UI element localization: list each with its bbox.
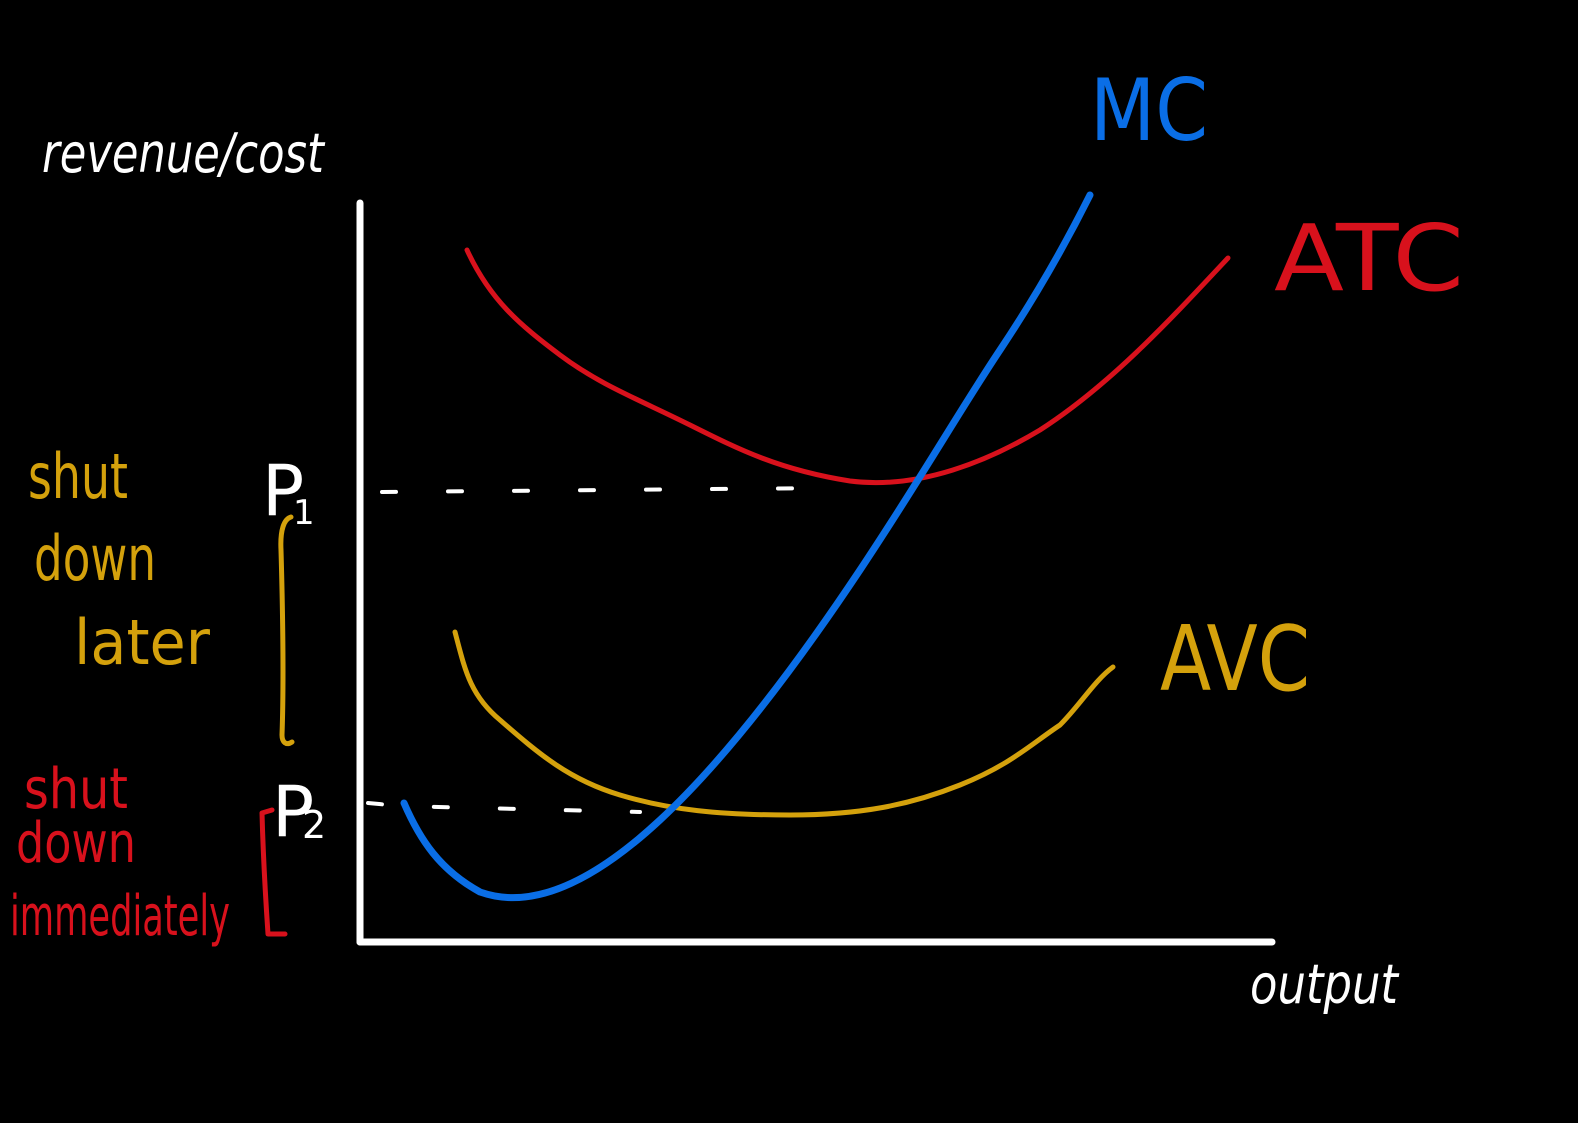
immediately-line-1: shut <box>24 757 128 822</box>
atc-curve <box>464 247 1231 486</box>
avc-curve <box>452 629 1116 818</box>
atc-label: ATC <box>1274 205 1464 312</box>
shut-down-later-label: shut down later <box>28 440 210 679</box>
later-line-2: down <box>34 522 156 595</box>
y-axis-label: revenue/cost <box>42 122 325 185</box>
p1-letter: P <box>262 450 304 532</box>
p2-dashed-line <box>366 801 642 814</box>
shut-down-immediately-label: shut down immediately <box>10 757 230 949</box>
immediately-line-2: down <box>16 811 136 876</box>
mc-label: MC <box>1090 61 1208 161</box>
immediately-line-3: immediately <box>10 884 230 949</box>
p2-subscript: 2 <box>302 803 326 847</box>
avc-label: AVC <box>1160 607 1310 712</box>
later-line-3: later <box>74 606 210 679</box>
mc-curve <box>400 191 1094 902</box>
later-line-1: shut <box>28 440 128 513</box>
price-guides <box>366 486 832 814</box>
p1-subscript: 1 <box>293 493 315 533</box>
p2-label: P 2 <box>272 771 326 853</box>
shut-down-immediately-bracket <box>259 807 288 937</box>
p2-letter: P <box>272 771 314 853</box>
p1-dashed-line <box>380 486 832 494</box>
shut-down-later-bracket <box>278 514 295 747</box>
axes <box>356 199 1276 946</box>
p1-label: P 1 <box>262 450 315 533</box>
x-axis-label: output <box>1250 953 1400 1016</box>
